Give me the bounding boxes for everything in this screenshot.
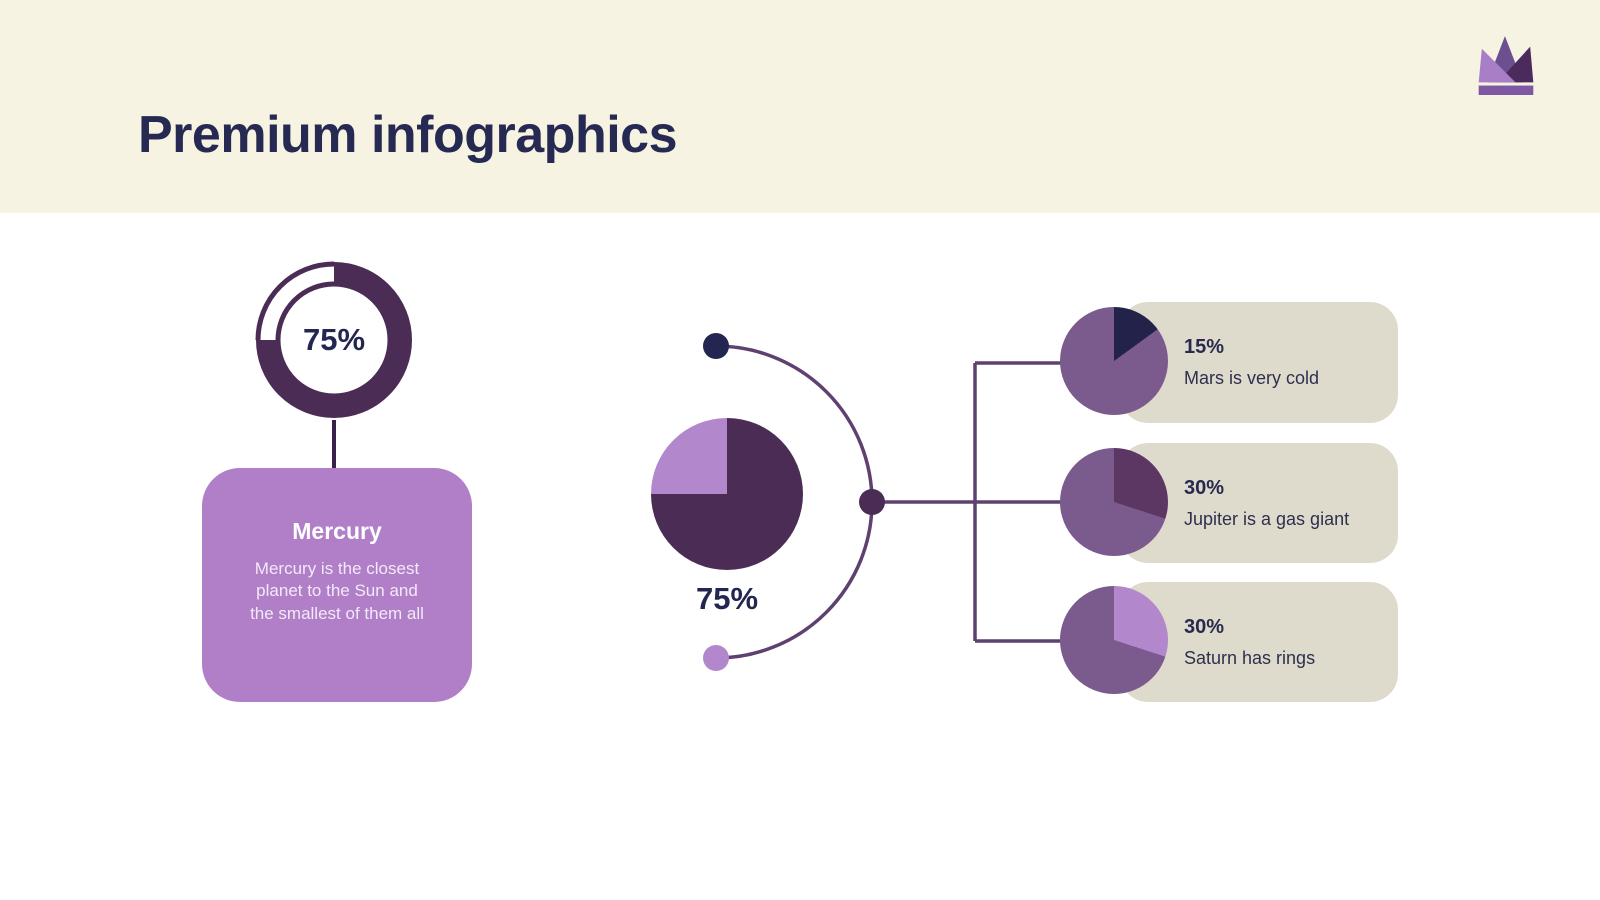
donut-percentage-label: 75% [302,322,366,357]
mars-description: Mars is very cold [1184,368,1320,388]
jupiter-percent: 30% [1184,476,1225,499]
arc-bottom-dot [703,645,729,671]
mercury-card: Mercury Mercury is the closest planet to… [202,468,472,702]
header-band [0,0,1600,213]
mars-percent: 15% [1184,336,1225,358]
saturn-percent: 30% [1184,615,1225,638]
arc-top-dot [703,333,729,359]
connector-arc-and-bracket [703,333,1116,671]
pie-chart-saturn-30 [1060,586,1168,694]
saturn-description: Saturn has rings [1184,647,1316,668]
pie-percentage-label: 75% [695,581,759,616]
arc-middle-dot [859,489,885,515]
jupiter-description: Jupiter is a gas giant [1184,508,1350,529]
slide-title: Premium infographics [138,106,678,164]
pie-chart-75 [651,418,803,570]
pie-chart-mars-15 [1060,307,1168,415]
info-card-jupiter: 30% Jupiter is a gas giant [1120,443,1398,563]
mercury-card-title: Mercury [292,518,382,544]
mercury-card-description: Mercury is the closest planet to the Sun… [250,559,424,623]
donut-card-connector-line [332,420,336,469]
donut-chart-75 [255,261,412,418]
pie-chart-jupiter-30 [1060,448,1168,556]
crown-icon [1478,36,1534,95]
